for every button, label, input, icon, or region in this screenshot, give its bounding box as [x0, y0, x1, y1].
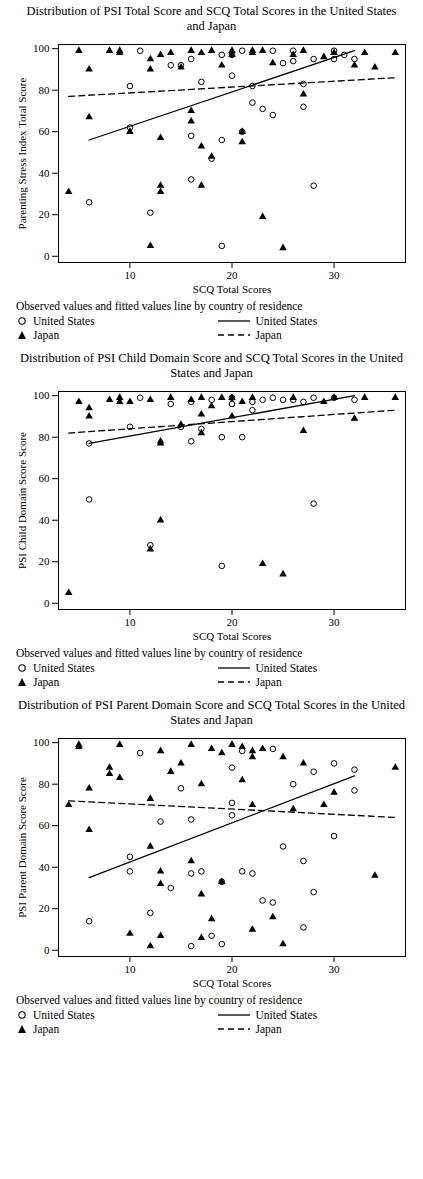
- svg-text:60: 60: [39, 472, 51, 484]
- html-text:Distribution of PSI Child Doma: Distribution of PSI Child Domain Score a…: [20, 351, 403, 380]
- svg-text:40: 40: [39, 861, 51, 873]
- html-text:Japan: Japan: [33, 329, 60, 341]
- svg-text:40: 40: [39, 514, 51, 526]
- html-text:Japan: Japan: [33, 1023, 60, 1035]
- html-text:United States: United States: [33, 662, 95, 674]
- svg-text:30: 30: [329, 616, 341, 628]
- svg-text:20: 20: [39, 208, 51, 220]
- html-text:United States: United States: [33, 1009, 95, 1021]
- svg-text:PSI Child Domain Score Score: PSI Child Domain Score Score: [16, 432, 28, 569]
- html-text:Japan: Japan: [255, 676, 282, 688]
- svg-text:PSI Parent Domain Score Score: PSI Parent Domain Score Score: [16, 777, 28, 918]
- svg-text:20: 20: [227, 963, 239, 975]
- svg-text:10: 10: [124, 963, 136, 975]
- svg-text:80: 80: [39, 778, 51, 790]
- svg-text:100: 100: [33, 389, 50, 401]
- svg-text:100: 100: [33, 736, 50, 748]
- svg-text:80: 80: [39, 431, 51, 443]
- svg-text:100: 100: [33, 42, 50, 54]
- svg-text:60: 60: [39, 819, 51, 831]
- svg-text:40: 40: [39, 167, 51, 179]
- html-text:Observed values and fitted val: Observed values and fitted values line b…: [16, 300, 303, 312]
- svg-text:Parenting Stress Index Total S: Parenting Stress Index Total Score: [16, 77, 28, 229]
- svg-text:30: 30: [329, 269, 341, 281]
- html-text:United States: United States: [255, 662, 318, 674]
- html-text:United States: United States: [255, 1009, 318, 1021]
- svg-text:20: 20: [227, 269, 239, 281]
- html-text:Japan: Japan: [33, 676, 60, 688]
- svg-text:0: 0: [44, 250, 50, 262]
- html-text:United States: United States: [255, 315, 318, 327]
- svg-text:30: 30: [329, 963, 341, 975]
- html-text:Distribution of PSI Total Scor: Distribution of PSI Total Score and SCQ …: [26, 4, 397, 33]
- svg-text:80: 80: [39, 84, 51, 96]
- svg-text:SCQ Total Scores: SCQ Total Scores: [193, 283, 271, 295]
- svg-text:60: 60: [39, 125, 51, 137]
- html-text:Japan: Japan: [255, 1023, 282, 1035]
- svg-text:20: 20: [39, 902, 51, 914]
- svg-text:SCQ Total Scores: SCQ Total Scores: [193, 630, 271, 642]
- svg-text:20: 20: [227, 616, 239, 628]
- svg-text:0: 0: [44, 944, 50, 956]
- html-text:United States: United States: [33, 315, 95, 327]
- html-text:Observed values and fitted val: Observed values and fitted values line b…: [16, 647, 303, 659]
- svg-text:10: 10: [124, 616, 136, 628]
- html-text:Distribution of PSI Parent Dom: Distribution of PSI Parent Domain Score …: [18, 698, 405, 727]
- html-text:Observed values and fitted val: Observed values and fitted values line b…: [16, 994, 303, 1006]
- svg-text:0: 0: [44, 597, 50, 609]
- svg-text:10: 10: [124, 269, 136, 281]
- html-text:Japan: Japan: [255, 329, 282, 341]
- svg-text:SCQ Total Scores: SCQ Total Scores: [193, 977, 271, 989]
- svg-text:20: 20: [39, 555, 51, 567]
